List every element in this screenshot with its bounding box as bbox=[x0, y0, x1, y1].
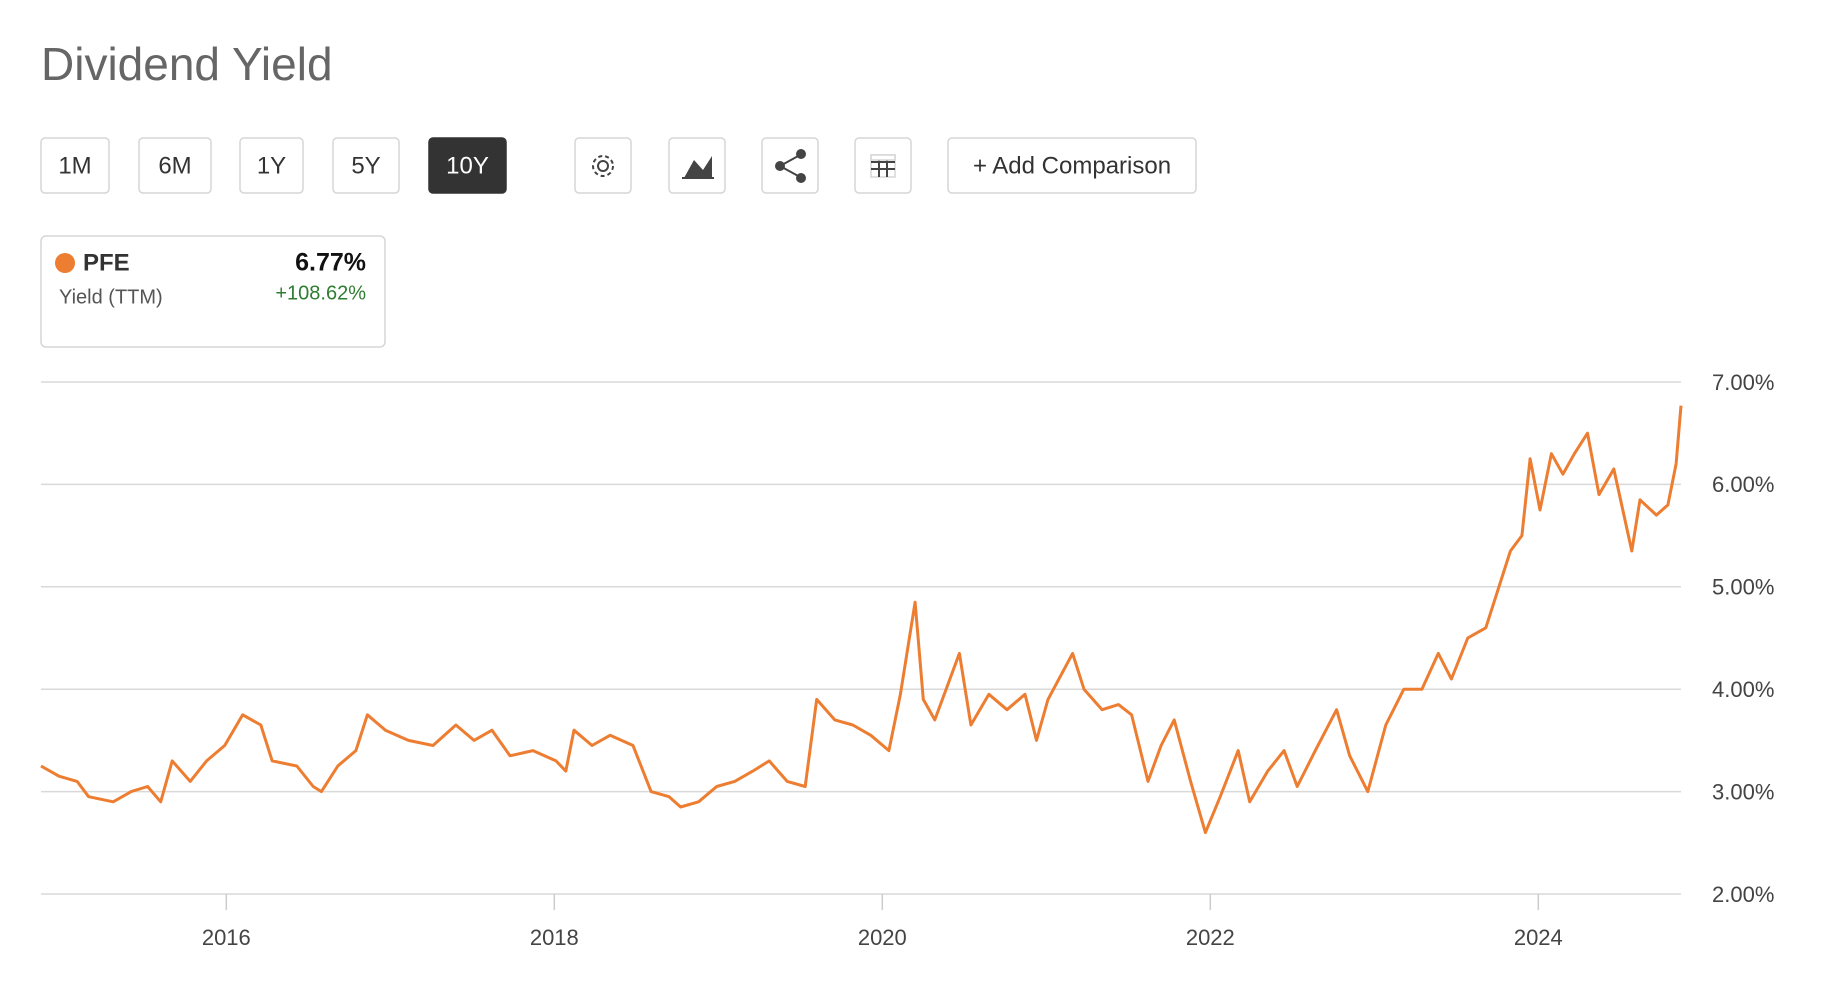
range-label: 1M bbox=[58, 152, 91, 179]
x-tick-label: 2022 bbox=[1186, 925, 1235, 950]
legend-dot bbox=[55, 253, 75, 273]
share-button[interactable] bbox=[761, 137, 819, 194]
button-frame bbox=[40, 137, 110, 194]
add-comparison-button[interactable]: + Add Comparison bbox=[947, 137, 1197, 194]
button-frame bbox=[332, 137, 400, 194]
button-frame bbox=[138, 137, 212, 194]
legend-card: PFE Yield (TTM) 6.77% +108.62% bbox=[40, 235, 386, 348]
y-tick-label: 6.00% bbox=[1712, 472, 1774, 497]
range-buttons: 1M 6M 1Y 5Y 10Y bbox=[40, 137, 507, 194]
series-line bbox=[40, 405, 1683, 835]
button-frame bbox=[239, 137, 304, 194]
y-tick-label: 2.00% bbox=[1712, 882, 1774, 907]
x-tick-label: 2024 bbox=[1514, 925, 1563, 950]
table-button[interactable] bbox=[854, 137, 912, 194]
legend-name: PFE bbox=[83, 249, 130, 276]
range-button[interactable]: 10Y bbox=[428, 137, 507, 194]
x-tick-label: 2016 bbox=[202, 925, 251, 950]
legend-change: +108.62% bbox=[275, 282, 366, 304]
range-button[interactable]: 6M bbox=[138, 137, 212, 194]
settings-button[interactable] bbox=[574, 137, 632, 194]
plot: 2.00% 3.00% 4.00% 5.00% 6.00% 7.00% 2016 2018 20… bbox=[40, 370, 1774, 950]
range-label: 6M bbox=[158, 152, 191, 179]
chart-type-button[interactable] bbox=[668, 137, 726, 194]
chart-title: Dividend Yield bbox=[41, 38, 333, 90]
button-frame bbox=[428, 137, 507, 194]
range-label: 10Y bbox=[446, 152, 489, 179]
range-label: 1Y bbox=[257, 152, 286, 179]
legend-value: 6.77% bbox=[295, 249, 366, 277]
range-button[interactable]: 1M bbox=[40, 137, 110, 194]
legend-metric: Yield (TTM) bbox=[59, 286, 163, 308]
x-tick-label: 2018 bbox=[530, 925, 579, 950]
y-tick-label: 3.00% bbox=[1712, 779, 1774, 804]
add-comparison-label: + Add Comparison bbox=[973, 152, 1171, 179]
y-tick-label: 7.00% bbox=[1712, 370, 1774, 395]
y-tick-label: 4.00% bbox=[1712, 677, 1774, 702]
y-tick-label: 5.00% bbox=[1712, 575, 1774, 600]
x-tick-label: 2020 bbox=[858, 925, 907, 950]
range-label: 5Y bbox=[351, 152, 380, 179]
range-button[interactable]: 1Y bbox=[239, 137, 304, 194]
range-button[interactable]: 5Y bbox=[332, 137, 400, 194]
